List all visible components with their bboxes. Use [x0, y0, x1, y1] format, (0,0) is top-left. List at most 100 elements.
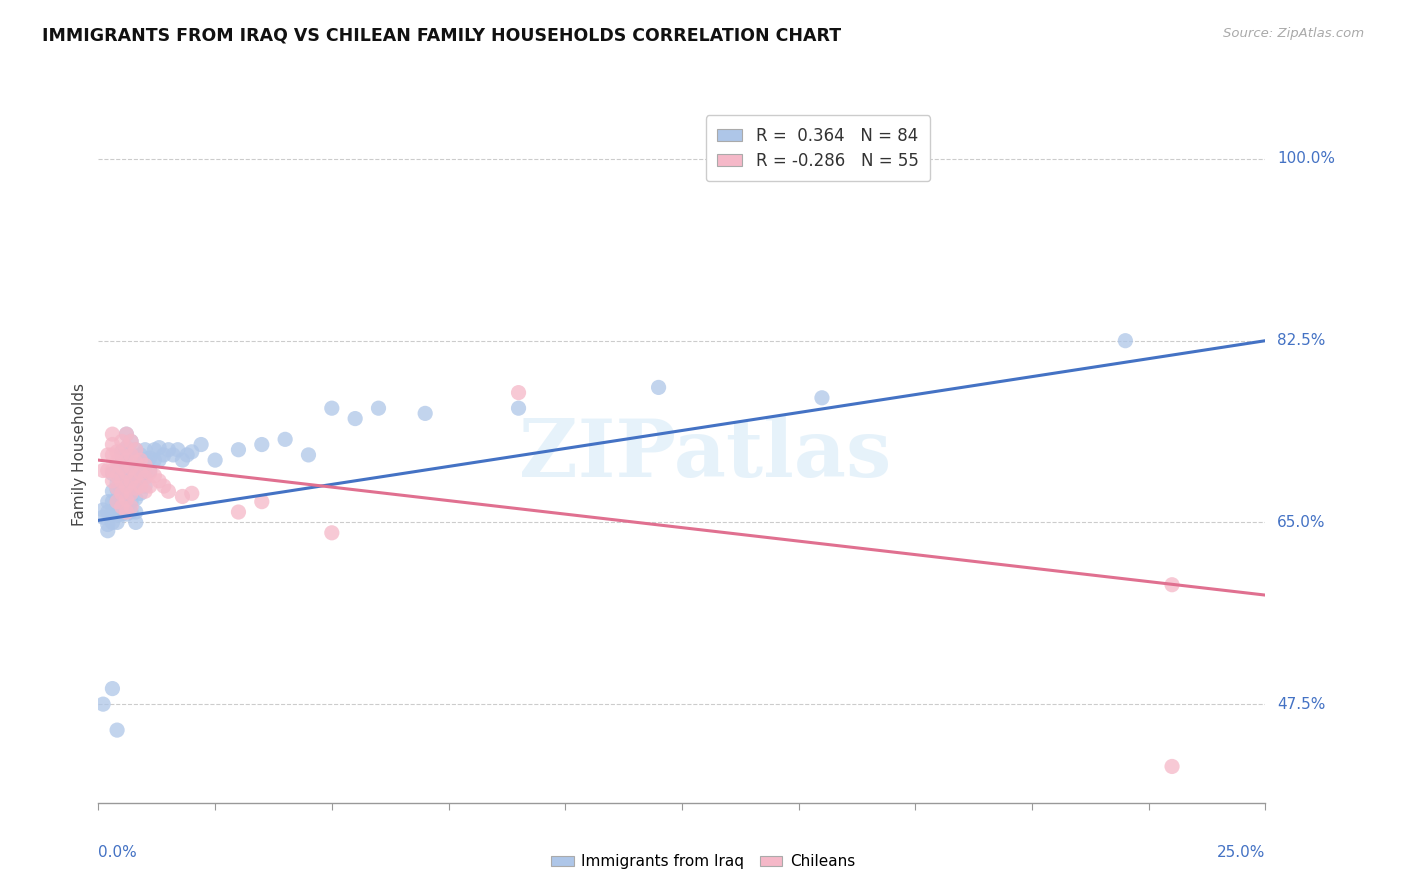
Point: [139, 450, 162, 465]
Point: [111, 434, 134, 449]
Point: [111, 486, 134, 500]
Point: [162, 448, 184, 462]
Point: [115, 441, 138, 455]
Point: [101, 505, 124, 519]
Point: [125, 455, 148, 469]
Point: [111, 445, 134, 459]
Point: [157, 442, 180, 457]
Point: [157, 484, 180, 499]
Point: [105, 723, 128, 738]
Point: [111, 455, 134, 469]
Point: [190, 437, 212, 451]
Point: [139, 479, 162, 493]
Point: [111, 507, 134, 521]
Point: [120, 471, 142, 485]
Point: [105, 500, 128, 514]
Point: [105, 494, 128, 508]
Point: [250, 494, 273, 508]
Point: [101, 437, 124, 451]
Point: [105, 468, 128, 483]
Point: [166, 442, 188, 457]
Point: [152, 448, 174, 462]
Point: [1161, 759, 1184, 773]
Point: [129, 448, 152, 462]
Point: [180, 445, 202, 459]
Point: [647, 380, 669, 394]
Point: [204, 453, 226, 467]
Point: [143, 453, 166, 467]
Point: [115, 505, 138, 519]
Point: [111, 500, 134, 514]
Point: [111, 472, 134, 486]
Point: [1161, 578, 1184, 592]
Point: [321, 401, 343, 416]
Text: Source: ZipAtlas.com: Source: ZipAtlas.com: [1223, 27, 1364, 40]
Point: [125, 468, 148, 483]
Point: [111, 448, 134, 462]
Point: [120, 460, 142, 475]
Text: 0.0%: 0.0%: [98, 845, 138, 860]
Point: [297, 448, 319, 462]
Point: [101, 516, 124, 530]
Point: [111, 486, 134, 500]
Point: [1114, 334, 1136, 348]
Point: [105, 445, 128, 459]
Point: [125, 453, 148, 467]
Point: [120, 448, 142, 462]
Point: [120, 474, 142, 488]
Point: [134, 442, 156, 457]
Point: [105, 475, 128, 490]
Point: [143, 468, 166, 483]
Point: [134, 484, 156, 499]
Point: [139, 466, 162, 480]
Point: [139, 463, 162, 477]
Point: [97, 517, 120, 532]
Point: [125, 481, 148, 495]
Point: [91, 510, 114, 524]
Point: [129, 453, 152, 467]
Point: [134, 471, 156, 485]
Point: [129, 460, 152, 475]
Point: [115, 427, 138, 442]
Point: [134, 453, 156, 467]
Y-axis label: Family Households: Family Households: [72, 384, 87, 526]
Point: [97, 448, 120, 462]
Point: [105, 516, 128, 530]
Point: [120, 460, 142, 475]
Point: [115, 479, 138, 493]
Point: [115, 453, 138, 467]
Point: [101, 467, 124, 481]
Point: [111, 475, 134, 490]
Legend: Immigrants from Iraq, Chileans: Immigrants from Iraq, Chileans: [544, 848, 862, 875]
Point: [111, 466, 134, 480]
Text: 65.0%: 65.0%: [1277, 515, 1326, 530]
Point: [105, 492, 128, 507]
Point: [152, 479, 174, 493]
Point: [91, 697, 114, 711]
Text: 47.5%: 47.5%: [1277, 697, 1326, 712]
Point: [101, 463, 124, 477]
Text: ZIPatlas: ZIPatlas: [519, 416, 891, 494]
Point: [129, 474, 152, 488]
Point: [105, 481, 128, 495]
Point: [143, 442, 166, 457]
Point: [250, 437, 273, 451]
Point: [120, 500, 142, 514]
Point: [125, 516, 148, 530]
Legend: R =  0.364   N = 84, R = -0.286   N = 55: R = 0.364 N = 84, R = -0.286 N = 55: [706, 115, 931, 181]
Point: [101, 448, 124, 462]
Point: [172, 490, 194, 504]
Point: [367, 401, 389, 416]
Point: [148, 453, 170, 467]
Point: [125, 466, 148, 480]
Point: [134, 479, 156, 493]
Point: [129, 486, 152, 500]
Point: [228, 505, 250, 519]
Point: [344, 411, 367, 425]
Point: [115, 466, 138, 480]
Point: [125, 505, 148, 519]
Point: [115, 450, 138, 465]
Point: [115, 500, 138, 514]
Point: [148, 474, 170, 488]
Point: [120, 448, 142, 462]
